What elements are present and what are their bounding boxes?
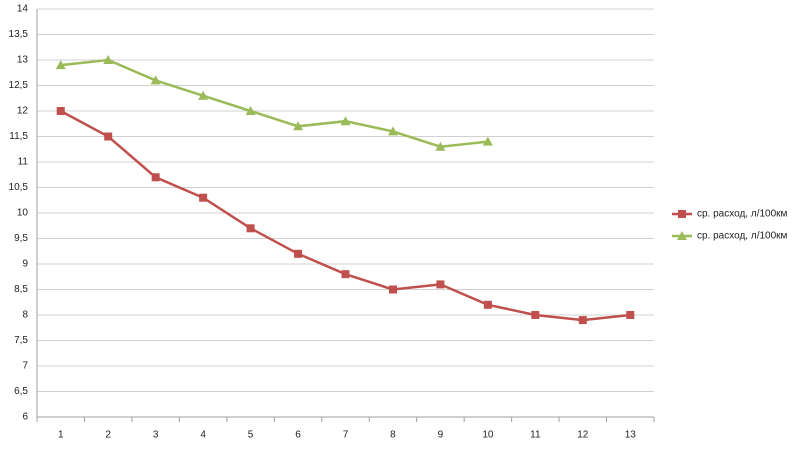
legend-marker — [678, 210, 686, 218]
data-point — [151, 173, 160, 182]
data-point — [294, 249, 303, 258]
data-point — [199, 193, 208, 202]
y-tick-label: 9 — [22, 259, 28, 270]
data-point — [578, 316, 587, 325]
x-tick-label: 10 — [482, 430, 494, 441]
y-tick-label: 12,5 — [9, 80, 29, 91]
x-tick-label: 11 — [530, 430, 541, 441]
legend-label: ср. расход, л/100км — [697, 209, 788, 220]
data-point — [483, 300, 492, 309]
data-point — [340, 116, 351, 126]
y-tick-label: 10,5 — [9, 182, 29, 193]
y-tick-label: 11,5 — [9, 131, 28, 142]
y-tick-label: 7 — [22, 361, 28, 372]
y-tick-label: 13 — [17, 55, 29, 66]
series-line — [60, 109, 631, 322]
data-point — [482, 136, 493, 146]
x-tick-label: 12 — [577, 430, 589, 441]
x-tick-label: 3 — [153, 430, 159, 441]
x-tick-label: 6 — [295, 430, 301, 441]
y-tick-label: 8 — [22, 310, 28, 321]
y-tick-label: 10 — [17, 208, 29, 219]
x-tick-label: 4 — [200, 430, 206, 441]
x-tick-label: 2 — [105, 430, 111, 441]
data-point — [341, 270, 350, 279]
data-point — [104, 132, 113, 141]
data-point — [246, 224, 255, 233]
y-tick-label: 13,5 — [9, 29, 29, 40]
y-tick-label: 8,5 — [14, 284, 28, 295]
data-point — [435, 141, 446, 151]
data-point — [56, 107, 65, 115]
data-point — [531, 311, 540, 319]
y-tick-label: 14 — [17, 4, 29, 15]
legend-marker — [677, 231, 687, 240]
x-tick-label: 5 — [248, 430, 254, 441]
series-line — [60, 58, 489, 148]
data-point — [55, 60, 66, 70]
y-tick-label: 9,5 — [14, 233, 28, 244]
data-point — [245, 106, 256, 115]
data-point — [293, 121, 304, 131]
data-point — [436, 280, 445, 289]
data-point — [150, 75, 161, 85]
y-tick-label: 6 — [22, 412, 28, 423]
y-tick-label: 7,5 — [14, 335, 28, 346]
data-point — [388, 285, 397, 294]
y-tick-label: 12 — [17, 106, 29, 117]
y-tick-label: 6,5 — [14, 386, 28, 397]
data-point — [103, 55, 114, 64]
x-tick-label: 7 — [343, 430, 349, 441]
data-point — [198, 90, 209, 100]
x-tick-label: 9 — [438, 430, 444, 441]
legend-label: ср. расход, л/100км — [697, 231, 788, 242]
x-tick-label: 8 — [390, 430, 396, 441]
data-point — [387, 126, 398, 136]
data-point — [626, 311, 635, 319]
x-tick-label: 1 — [58, 430, 64, 441]
y-tick-label: 11 — [18, 157, 29, 168]
x-tick-label: 13 — [625, 430, 637, 441]
